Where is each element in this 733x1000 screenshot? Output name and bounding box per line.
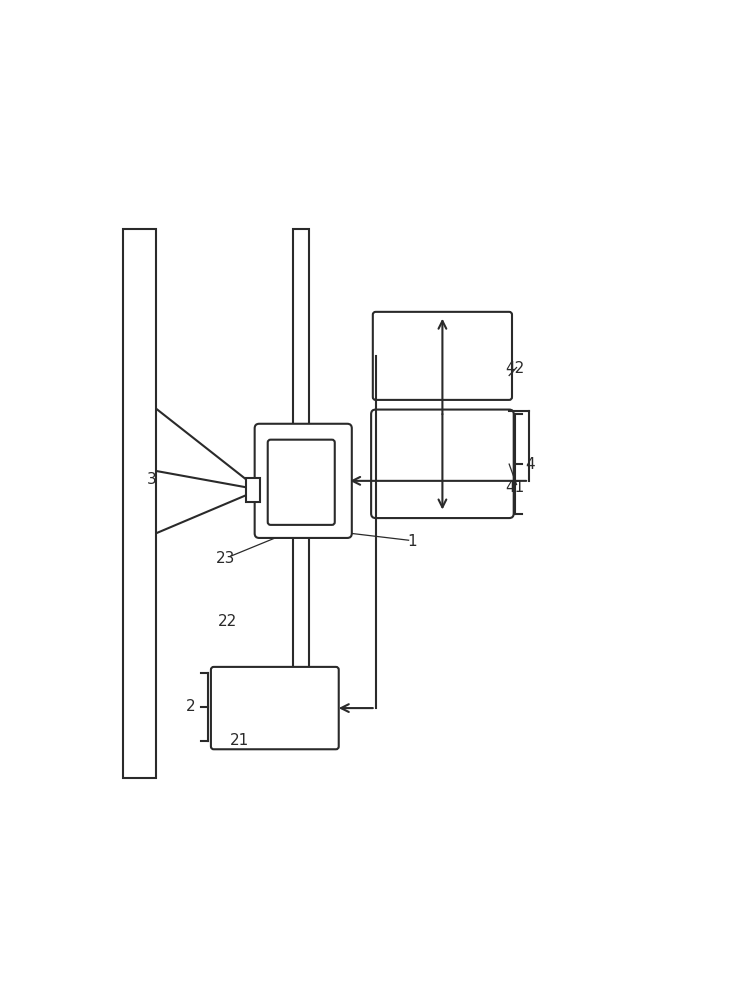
Text: 4: 4: [526, 457, 535, 472]
Text: 3: 3: [147, 472, 156, 487]
Text: 22: 22: [218, 614, 237, 629]
FancyBboxPatch shape: [254, 424, 352, 538]
FancyBboxPatch shape: [373, 312, 512, 400]
Bar: [292, 229, 309, 721]
Text: 1: 1: [408, 534, 417, 549]
Text: 42: 42: [505, 361, 525, 376]
FancyBboxPatch shape: [371, 410, 514, 518]
Bar: [123, 229, 156, 778]
Text: 41: 41: [505, 480, 525, 495]
Text: 2: 2: [186, 699, 196, 714]
Text: 23: 23: [216, 551, 235, 566]
Bar: [246, 478, 259, 502]
FancyBboxPatch shape: [211, 667, 339, 749]
FancyBboxPatch shape: [268, 440, 335, 525]
Text: 21: 21: [229, 733, 249, 748]
